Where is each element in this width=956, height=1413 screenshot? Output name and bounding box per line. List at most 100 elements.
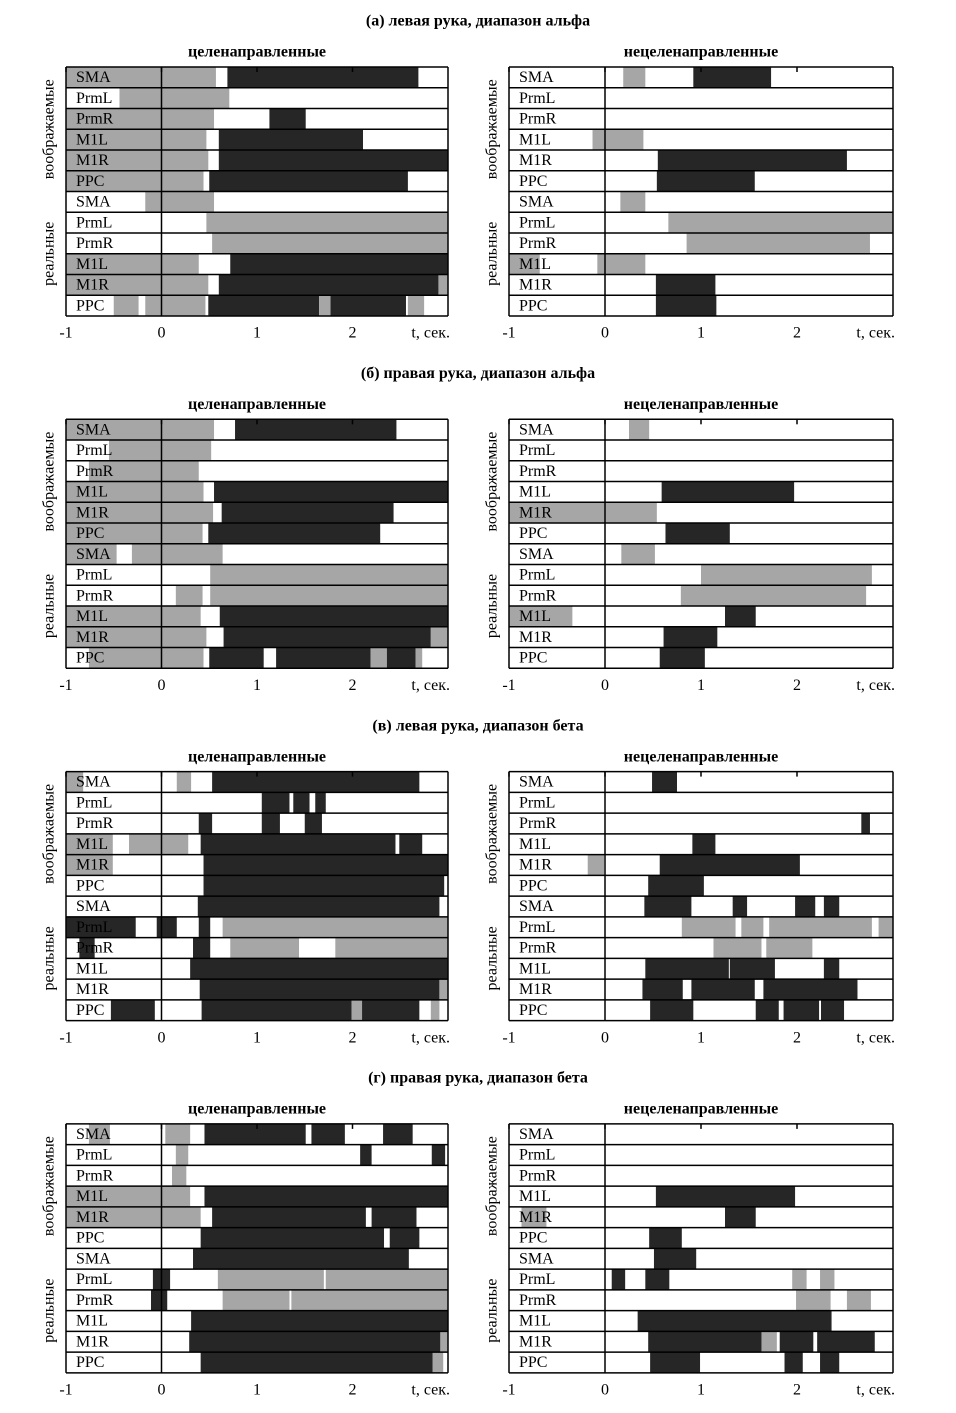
segment: [652, 771, 677, 793]
row-label: PPC: [76, 173, 104, 190]
group-label: реальные: [41, 926, 58, 990]
segment: [145, 295, 206, 316]
segment: [209, 170, 408, 192]
row-label: PrmR: [519, 815, 557, 832]
segment: [208, 295, 320, 316]
segment: [431, 1144, 446, 1166]
group-label: воображаемые: [484, 784, 501, 884]
segment: [769, 916, 872, 938]
panel-title: целенаправленные: [188, 748, 326, 765]
row-label: M1R: [519, 1209, 552, 1226]
x-tick-label: -1: [502, 677, 515, 694]
segment: [66, 543, 117, 565]
x-axis-label: t, сек.: [411, 325, 450, 342]
panel-title: нецеленаправленные: [624, 44, 778, 61]
segment: [210, 564, 448, 586]
group-label: реальные: [41, 574, 58, 638]
segment: [713, 937, 762, 959]
row-label: SMA: [519, 898, 554, 915]
row-label: M1R: [76, 1209, 109, 1226]
segment: [755, 999, 779, 1021]
segment: [119, 87, 230, 109]
segment: [66, 1186, 191, 1207]
row-label: PPC: [76, 1230, 104, 1247]
segment: [206, 212, 448, 233]
row-label: M1R: [76, 857, 109, 874]
row-label: SMA: [76, 546, 111, 563]
segment: [66, 150, 209, 171]
segment: [766, 937, 813, 959]
group-label: реальные: [484, 926, 501, 990]
x-tick-label: 2: [793, 1382, 801, 1399]
segment: [642, 979, 683, 1000]
row-label: SMA: [519, 421, 554, 438]
row-label: M1L: [519, 1188, 551, 1205]
segment: [693, 67, 772, 88]
segment: [319, 295, 331, 316]
segment: [219, 606, 448, 627]
row-label: PPC: [519, 877, 547, 894]
segment: [66, 854, 113, 876]
segment: [156, 916, 177, 938]
segment: [190, 958, 448, 980]
segment: [145, 191, 215, 213]
segment: [701, 564, 872, 586]
group-label: реальные: [484, 1279, 501, 1343]
row-label: PPC: [519, 525, 547, 542]
section-title: (б) правая рука, диапазон альфа: [361, 365, 595, 382]
row-label: PrmR: [76, 111, 114, 128]
segment: [360, 1144, 372, 1166]
row-label: PrmL: [519, 919, 555, 936]
group-label: воображаемые: [484, 432, 501, 532]
row-label: M1L: [519, 256, 551, 273]
group-label: воображаемые: [484, 1136, 501, 1236]
row-label: PrmL: [519, 214, 555, 231]
segment: [795, 896, 816, 917]
segment: [113, 295, 139, 316]
row-label: PrmL: [519, 90, 555, 107]
x-tick-label: 1: [253, 677, 261, 694]
row-label: PrmR: [519, 1167, 557, 1184]
x-tick-label: 1: [253, 325, 261, 342]
x-axis-label: t, сек.: [856, 1029, 895, 1046]
row-label: PrmL: [76, 442, 112, 459]
row-label: M1L: [76, 1188, 108, 1205]
x-tick-label: 1: [697, 1029, 705, 1046]
segment: [88, 647, 204, 669]
segment: [783, 999, 820, 1021]
segment: [66, 253, 199, 275]
segment: [214, 481, 448, 503]
segment: [680, 585, 867, 607]
segment: [650, 1352, 701, 1373]
segment: [861, 813, 870, 834]
row-label: M1L: [76, 960, 108, 977]
x-tick-label: 2: [793, 677, 801, 694]
x-tick-label: 2: [349, 325, 357, 342]
segment: [440, 1331, 448, 1353]
segment: [389, 1227, 420, 1249]
row-label: PrmR: [76, 463, 114, 480]
segment: [407, 295, 425, 316]
segment: [203, 875, 445, 897]
x-tick-label: 0: [158, 1382, 166, 1399]
segment: [784, 1352, 803, 1373]
group-label: реальные: [484, 574, 501, 638]
segment: [227, 67, 419, 88]
row-label: PrmR: [76, 1167, 114, 1184]
segment: [66, 626, 207, 648]
segment: [655, 1186, 796, 1207]
row-label: SMA: [76, 69, 111, 86]
row-label: SMA: [519, 1126, 554, 1143]
segment: [432, 1352, 444, 1373]
segment: [779, 1331, 814, 1353]
segment: [657, 150, 847, 171]
segment: [230, 937, 300, 959]
segment: [222, 916, 448, 938]
x-tick-label: 0: [158, 677, 166, 694]
segment: [817, 1331, 875, 1353]
x-tick-label: 2: [793, 325, 801, 342]
row-label: PPC: [519, 1354, 547, 1371]
segment: [663, 626, 718, 648]
row-label: PPC: [519, 173, 547, 190]
segment: [325, 1269, 448, 1290]
